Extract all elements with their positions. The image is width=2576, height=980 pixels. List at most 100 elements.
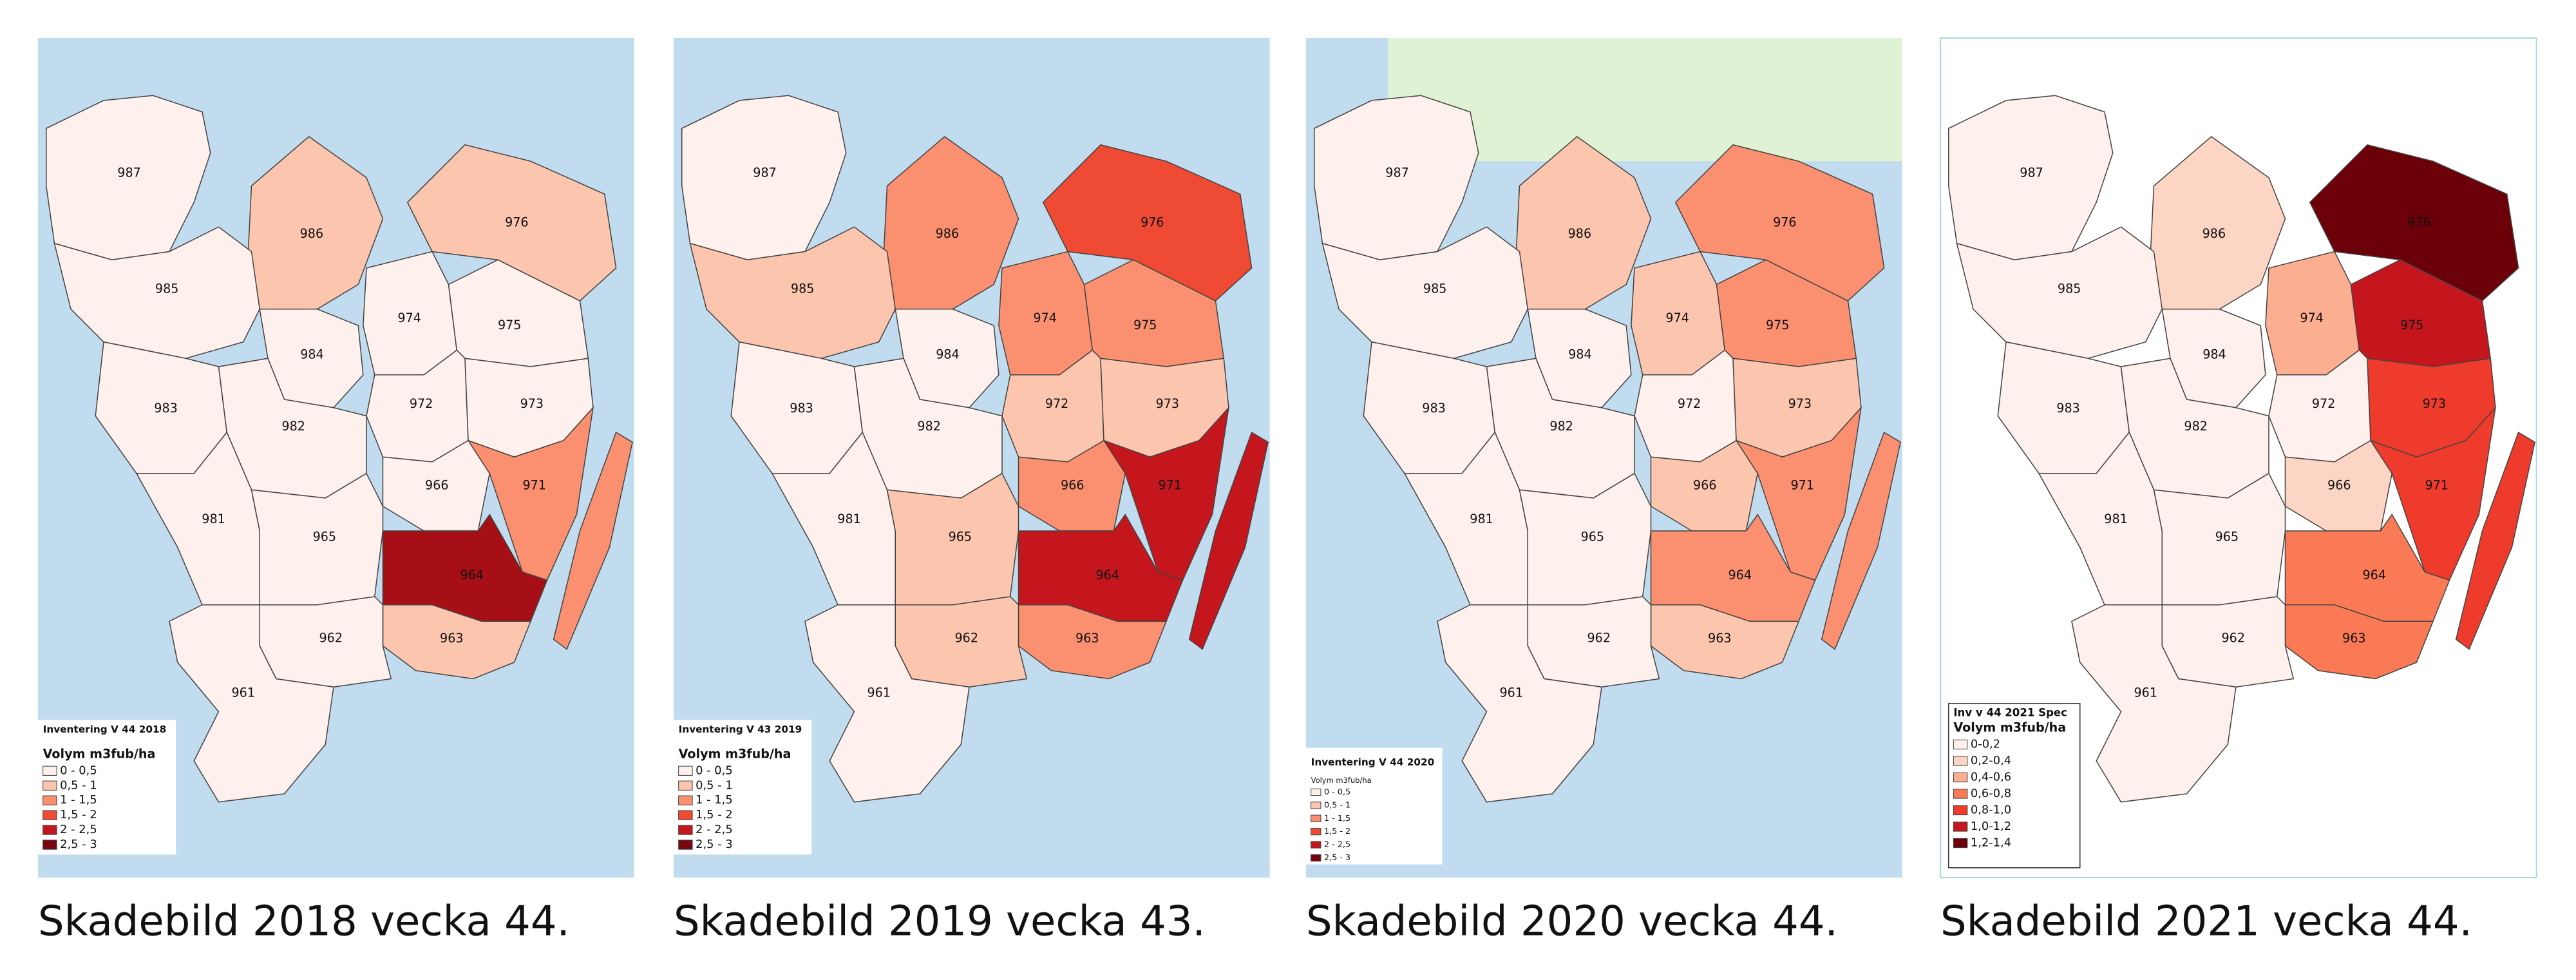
region	[1018, 604, 1168, 680]
region-label: 975	[1133, 318, 1157, 332]
legend-label: 2,5 - 3	[696, 838, 733, 851]
region-label: 986	[1568, 226, 1591, 241]
legend-swatch	[43, 840, 57, 850]
legend-swatch	[678, 810, 693, 820]
legend-title: Inv v 44 2021 Spec	[1953, 707, 2067, 719]
legend-label: 0 - 0,5	[1324, 787, 1350, 797]
region-label: 972	[410, 396, 433, 411]
legend-swatch	[1953, 838, 1968, 849]
region-label: 971	[1158, 477, 1181, 492]
caption: Skadebild 2019 vecka 43.	[674, 898, 1206, 946]
legend-label: 1,5 - 2	[696, 808, 733, 821]
region-label: 983	[2056, 401, 2079, 416]
region-label: 964	[1096, 568, 1119, 582]
region	[251, 472, 384, 606]
legend-label: 0,6-0,8	[1971, 787, 2011, 800]
region-label: 983	[790, 401, 813, 416]
legend-box	[1306, 747, 1443, 865]
region-label: 976	[505, 215, 528, 229]
legend-box	[674, 720, 812, 855]
region-label: 984	[936, 347, 959, 361]
legend-swatch	[1311, 814, 1321, 822]
region-label: 971	[2425, 477, 2448, 492]
region-label: 987	[753, 165, 776, 180]
region	[1674, 144, 1885, 302]
region	[1519, 472, 1652, 606]
map-panel: 987 986 976 985 974 975 984 983 972 973 982 966 971 9…	[1306, 38, 1902, 878]
caption: Skadebild 2018 vecka 44.	[38, 898, 570, 946]
region-label: 985	[2058, 282, 2081, 296]
region-label: 975	[498, 318, 521, 332]
legend-swatch	[43, 795, 57, 805]
legend-label: 0,5 - 1	[60, 778, 97, 792]
map-panel: 987 986 976 985 974 975 984 983 972 973 982 966 971 9…	[1939, 37, 2537, 879]
region	[1042, 144, 1253, 302]
region	[2284, 439, 2393, 532]
legend-title: Inventering V 44 2018	[43, 724, 167, 735]
region-label: 966	[1693, 478, 1716, 493]
region-label: 973	[1788, 396, 1812, 411]
legend-label: 0,8-1,0	[1971, 803, 2011, 817]
region	[1018, 439, 1126, 532]
caption: Skadebild 2020 vecka 44.	[1306, 898, 1838, 946]
map-panel: 987 986 976 985 974 975 984 983 972 973 982 966 971 9…	[674, 38, 1270, 878]
region	[804, 604, 970, 803]
legend-swatch	[678, 825, 693, 835]
legend-label: 2,5 - 3	[60, 838, 97, 851]
region	[406, 144, 617, 302]
region-label: 985	[155, 282, 178, 296]
legend-swatch	[678, 795, 693, 805]
region-label: 986	[936, 226, 959, 241]
map-panel: 987 986 976 985 974 975 984 983 972 973 982 966 971 9…	[38, 38, 634, 878]
legend-subtitle: Volym m3fub/ha	[679, 746, 791, 761]
region-label: 972	[1045, 396, 1068, 411]
region-label: 963	[1708, 631, 1731, 646]
legend-label: 0 - 0,5	[60, 764, 97, 777]
legend-swatch	[1953, 805, 1968, 816]
legend-label: 1 - 1,5	[60, 793, 97, 807]
region-label: 963	[440, 631, 463, 646]
region-label: 981	[202, 512, 225, 526]
region	[45, 95, 211, 261]
region-label: 961	[867, 685, 891, 700]
region	[2071, 604, 2237, 803]
legend-label: 1 - 1,5	[696, 793, 733, 807]
region-label: 961	[232, 685, 255, 700]
legend-swatch	[678, 780, 693, 791]
region-label: 982	[281, 419, 305, 434]
region-label: 961	[2134, 685, 2157, 700]
legend-label: 1 - 1,5	[1324, 814, 1350, 823]
region-label: 966	[2327, 478, 2351, 493]
region-label: 974	[397, 311, 421, 325]
region-label: 982	[1549, 419, 1573, 434]
legend-label: 0,2-0,4	[1971, 754, 2011, 767]
region	[1313, 95, 1479, 261]
region	[382, 604, 532, 680]
region-label: 971	[522, 477, 545, 492]
legend-label: 2,5 - 3	[1324, 853, 1350, 863]
region-label: 987	[2020, 165, 2043, 180]
region	[2309, 144, 2519, 302]
region-label: 972	[2312, 396, 2335, 411]
region-label: 981	[1470, 512, 1493, 526]
region-label: 963	[2342, 631, 2365, 646]
region-label: 984	[1568, 347, 1591, 361]
region	[169, 604, 334, 803]
legend-label: 2 - 2,5	[696, 823, 733, 836]
legend-title: Inventering V 44 2020	[1311, 756, 1435, 768]
region-label: 984	[300, 347, 323, 361]
legend-swatch	[678, 840, 693, 850]
region-label: 973	[1156, 396, 1179, 411]
legend-box	[38, 720, 176, 855]
region	[886, 472, 1019, 606]
legend-subtitle: Volym m3fub/ha	[1311, 776, 1372, 785]
legend-label: 2 - 2,5	[1324, 840, 1350, 850]
region	[2284, 604, 2434, 680]
region-label: 982	[2184, 419, 2207, 434]
legend-label: 0 - 0,5	[696, 764, 733, 777]
legend-label: 1,0-1,2	[1971, 820, 2011, 833]
legend-swatch	[1953, 756, 1968, 766]
legend-swatch	[43, 810, 57, 820]
region	[382, 439, 491, 532]
region-label: 965	[949, 529, 972, 544]
